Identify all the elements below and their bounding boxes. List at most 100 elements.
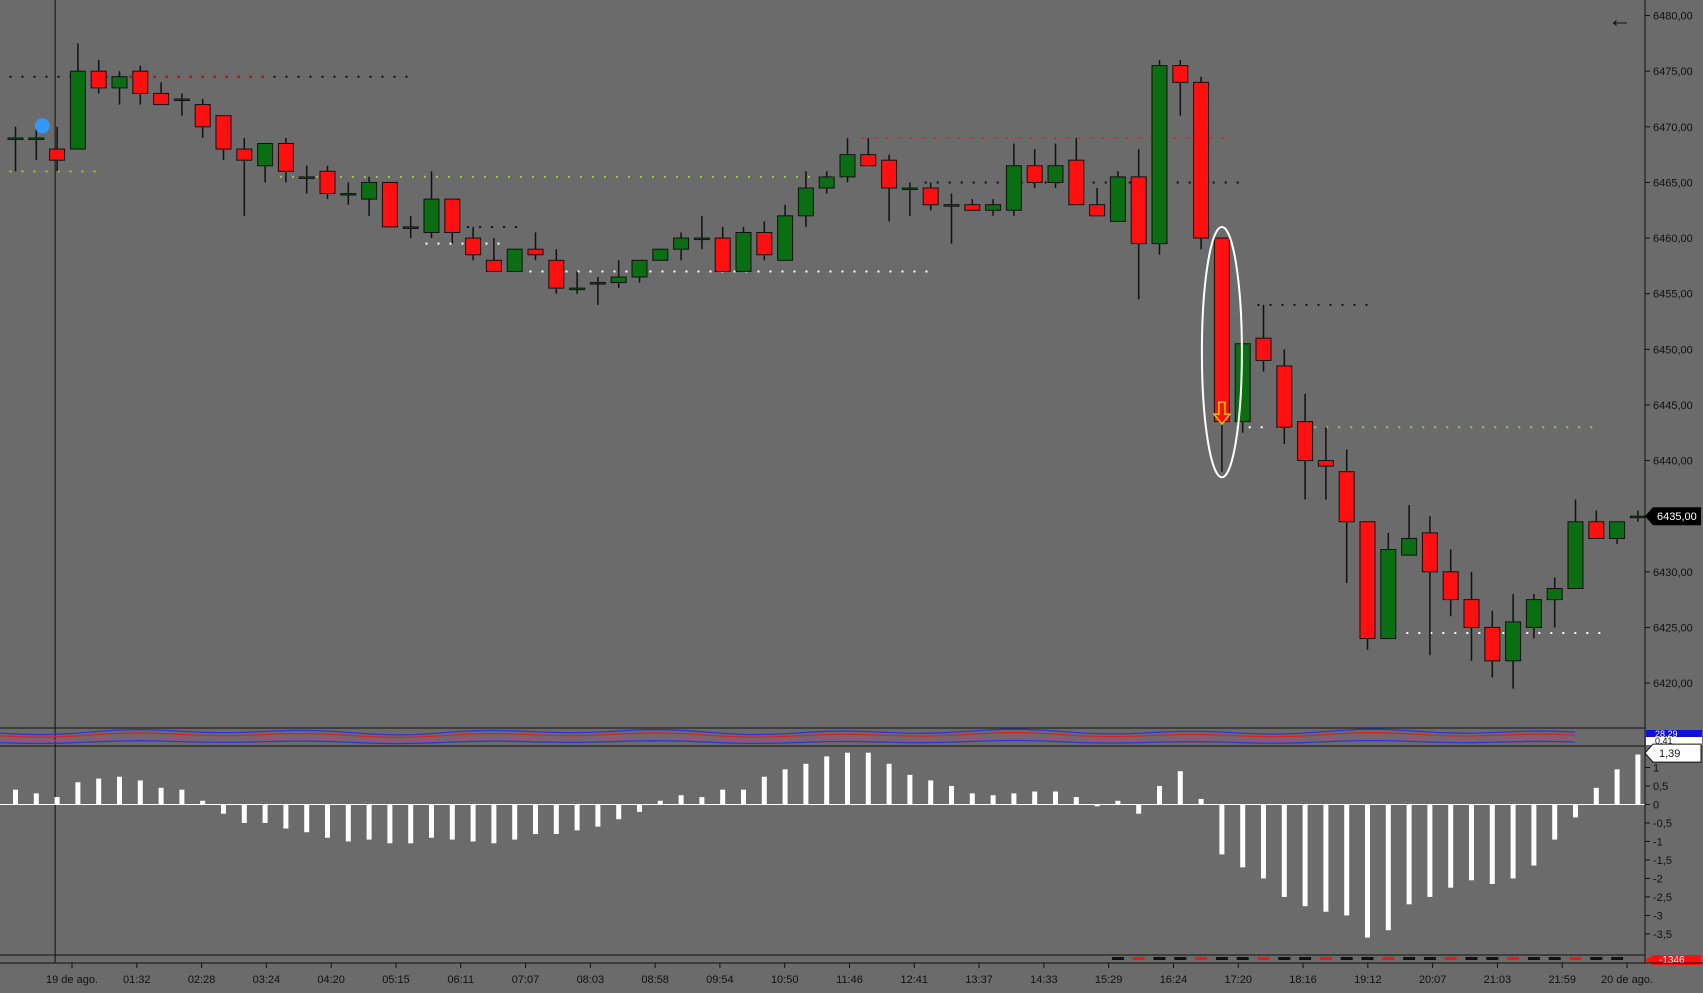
candle[interactable] bbox=[735, 232, 752, 272]
candle[interactable] bbox=[985, 204, 1002, 211]
candle[interactable] bbox=[1255, 337, 1272, 361]
oscillator-bar[interactable] bbox=[553, 804, 559, 835]
candle[interactable] bbox=[631, 259, 648, 278]
oscillator-bar[interactable] bbox=[408, 804, 414, 844]
oscillator-bar[interactable] bbox=[1365, 804, 1370, 938]
oscillator-bar[interactable] bbox=[637, 804, 642, 812]
oscillator-bar[interactable] bbox=[13, 789, 18, 805]
candle[interactable] bbox=[714, 237, 731, 272]
oscillator-bar[interactable] bbox=[1510, 804, 1516, 879]
time-axis[interactable]: 19 de ago. 01:32 02:28 03:24 04:20 05:15 06:11… bbox=[0, 962, 1703, 986]
oscillator-bar[interactable] bbox=[803, 763, 809, 805]
oscillator-bar[interactable] bbox=[1302, 804, 1308, 907]
oscillator-bar[interactable] bbox=[1573, 804, 1578, 818]
oscillator-bar[interactable] bbox=[1032, 791, 1038, 805]
candle[interactable] bbox=[693, 237, 710, 241]
candle[interactable] bbox=[173, 98, 190, 101]
oscillator-bar[interactable] bbox=[366, 804, 372, 840]
arrow-left-icon[interactable]: ← bbox=[1608, 6, 1632, 33]
oscillator-bar[interactable] bbox=[1427, 804, 1433, 897]
oscillator-bar[interactable] bbox=[845, 752, 850, 805]
oscillator-bar[interactable] bbox=[1635, 754, 1641, 805]
oscillator-bar[interactable] bbox=[33, 793, 39, 805]
oscillator-bar[interactable] bbox=[1593, 787, 1599, 805]
oscillator-bar[interactable] bbox=[1489, 804, 1495, 884]
oscillator-bar[interactable] bbox=[949, 785, 954, 805]
oscillator-bar[interactable] bbox=[533, 804, 538, 835]
oscillator-bar[interactable] bbox=[1011, 793, 1017, 805]
oscillator-bar[interactable] bbox=[595, 804, 601, 827]
candle[interactable] bbox=[381, 181, 398, 228]
oscillator-bar[interactable] bbox=[470, 804, 476, 842]
candle[interactable] bbox=[340, 193, 357, 196]
oscillator-bar[interactable] bbox=[325, 804, 330, 838]
candle[interactable] bbox=[1588, 521, 1605, 539]
oscillator-bar[interactable] bbox=[616, 804, 622, 820]
candle[interactable] bbox=[1505, 621, 1522, 662]
oscillator-bar[interactable] bbox=[969, 793, 975, 805]
candle[interactable] bbox=[257, 143, 274, 167]
oscillator-bar[interactable] bbox=[824, 756, 830, 805]
candle[interactable] bbox=[298, 176, 315, 179]
candle[interactable] bbox=[1484, 626, 1501, 662]
candle[interactable] bbox=[548, 259, 565, 289]
candle[interactable] bbox=[215, 115, 232, 150]
oscillator-bar[interactable] bbox=[200, 800, 206, 805]
oscillator-bar[interactable] bbox=[512, 804, 518, 840]
candle[interactable] bbox=[1089, 204, 1106, 217]
oscillator-bar[interactable] bbox=[1219, 804, 1225, 855]
oscillator-bar[interactable] bbox=[782, 769, 788, 805]
candle[interactable] bbox=[964, 204, 981, 211]
candle[interactable] bbox=[943, 204, 960, 207]
oscillator-bar[interactable] bbox=[179, 789, 185, 805]
candle[interactable] bbox=[1068, 159, 1085, 206]
oscillator-bar[interactable] bbox=[241, 804, 247, 823]
candle[interactable] bbox=[1109, 176, 1126, 222]
candle[interactable] bbox=[465, 237, 482, 256]
candle[interactable] bbox=[901, 187, 918, 190]
oscillator-bar[interactable] bbox=[699, 797, 705, 805]
candle[interactable] bbox=[589, 282, 606, 285]
oscillator-bar[interactable] bbox=[1240, 804, 1246, 868]
candle[interactable] bbox=[1401, 537, 1418, 556]
candle[interactable] bbox=[569, 287, 586, 291]
oscillator-bar[interactable] bbox=[1053, 791, 1058, 805]
oscillator-bar[interactable] bbox=[657, 800, 663, 805]
oscillator-bar[interactable] bbox=[262, 804, 268, 823]
candle[interactable] bbox=[423, 198, 440, 233]
candle[interactable] bbox=[527, 248, 544, 256]
oscillator-bar[interactable] bbox=[1323, 804, 1329, 912]
candle[interactable] bbox=[922, 187, 939, 206]
candle[interactable] bbox=[1151, 65, 1168, 245]
candle[interactable] bbox=[860, 154, 877, 167]
candle[interactable] bbox=[839, 154, 856, 178]
indicator-badge[interactable] bbox=[1646, 737, 1702, 745]
candle[interactable] bbox=[194, 104, 211, 128]
oscillator-bar[interactable] bbox=[741, 789, 746, 805]
oscillator-bar[interactable] bbox=[75, 782, 81, 805]
candle[interactable] bbox=[1442, 571, 1459, 601]
candle[interactable] bbox=[1317, 460, 1334, 467]
candle[interactable] bbox=[7, 137, 24, 140]
candle[interactable] bbox=[361, 181, 378, 200]
candle[interactable] bbox=[506, 248, 523, 272]
candle[interactable] bbox=[652, 248, 669, 261]
candle[interactable] bbox=[319, 170, 336, 195]
candle[interactable] bbox=[1172, 65, 1189, 83]
candle[interactable] bbox=[1380, 549, 1397, 640]
position-marker[interactable] bbox=[34, 118, 50, 134]
oscillator-bar[interactable] bbox=[1385, 804, 1391, 931]
price-axis[interactable]: 6480,00 6475,00 6470,00 6465,00 6460,00 6455,… bbox=[1644, 0, 1701, 963]
oscillator-bar[interactable] bbox=[283, 804, 289, 829]
oscillator-bar[interactable] bbox=[865, 752, 871, 805]
candle[interactable] bbox=[236, 148, 253, 161]
oscillator-bar[interactable] bbox=[54, 797, 60, 805]
candle[interactable] bbox=[277, 143, 294, 172]
oscillator-bar[interactable] bbox=[449, 804, 455, 840]
oscillator-bar[interactable] bbox=[429, 804, 434, 838]
candle[interactable] bbox=[818, 176, 835, 189]
candle[interactable] bbox=[1338, 471, 1355, 523]
oscillator-bar[interactable] bbox=[137, 780, 143, 805]
oscillator-bar[interactable] bbox=[720, 789, 726, 805]
oscillator-bar[interactable] bbox=[990, 795, 996, 805]
